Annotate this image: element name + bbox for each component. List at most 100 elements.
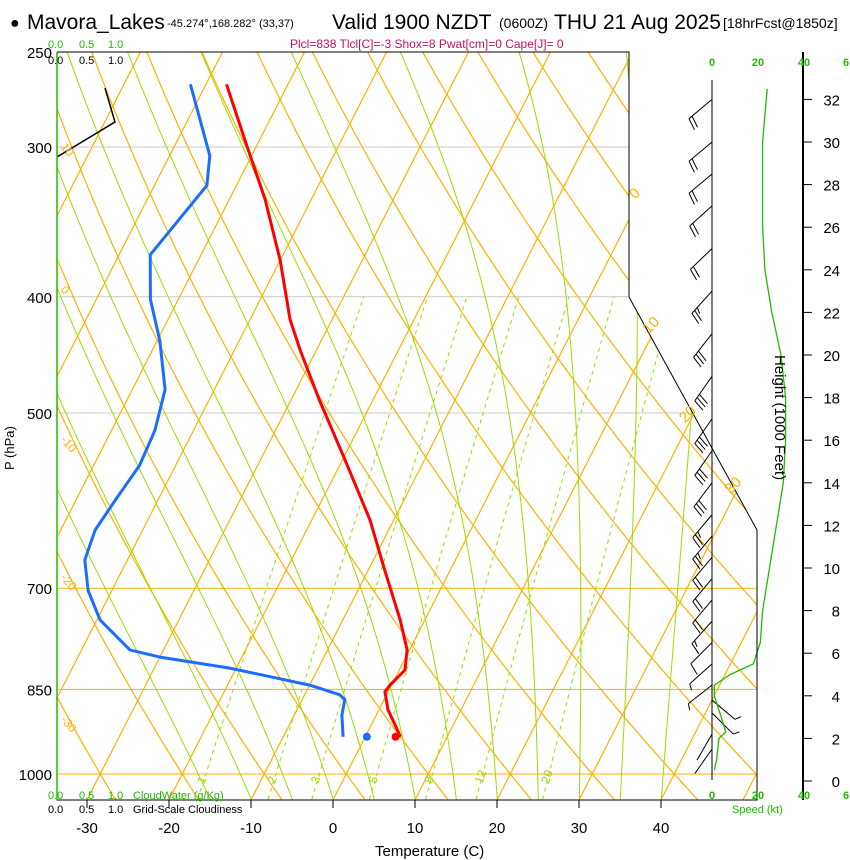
wind-barb	[692, 535, 713, 570]
height-axis-title: Height (1000 Feet)	[771, 355, 788, 480]
forecast-info: [18hrFcst@1850z]	[723, 15, 838, 31]
dry-adiabat-line	[57, 52, 366, 800]
wind-barb-flag	[694, 576, 703, 588]
wind-barb-flag	[698, 350, 707, 362]
wind-barb	[692, 557, 713, 591]
wind-barb-flag	[696, 439, 706, 450]
plot-grid: 1 2 3 5 8 12 20	[57, 31, 850, 800]
wind-barb-staff	[711, 699, 736, 720]
wind-barb-staff	[694, 748, 713, 774]
isotherm-line	[57, 52, 152, 800]
wind-speed-line	[713, 88, 787, 771]
wind-barb	[694, 376, 713, 411]
temperature-tick-label: 0	[329, 820, 337, 837]
temperature-tick-label: 20	[489, 820, 506, 837]
wind-barb-staff	[693, 333, 713, 358]
wind-barb-flag	[694, 534, 703, 545]
dry-adiabat-line	[246, 52, 757, 800]
dry-adiabat-line	[464, 52, 757, 800]
wind-barb-flag	[692, 223, 699, 235]
temperature-tick-label: 40	[653, 820, 670, 837]
wind-barb	[694, 450, 713, 486]
wind-barb	[692, 578, 713, 612]
moist-adiabat-line	[57, 52, 293, 800]
wind-barb	[691, 620, 713, 655]
pressure-tick-label: 300	[27, 140, 52, 157]
wind-barb	[688, 141, 713, 173]
wind-barb-flag	[696, 397, 706, 408]
dry-adiabat-label: 10	[58, 140, 78, 159]
mixing-ratio-label: 1	[194, 774, 210, 785]
height-tick-label: 6	[832, 646, 840, 663]
cloud-scale-label: 1.0	[108, 804, 123, 816]
cloud-scale-bottom: 0.0 0.5 1.0 CloudWater (g/Kg) 0.0 0.5 1.…	[48, 790, 783, 816]
wind-barb-flag	[693, 357, 702, 368]
pressure-tick-label: 250	[27, 45, 52, 62]
wind-barb-flag	[691, 158, 698, 171]
moist-adiabat-line	[57, 52, 252, 800]
moist-adiabat-line	[512, 52, 582, 800]
wind-barb-flag	[699, 468, 708, 479]
wind-barb-flag	[688, 118, 695, 131]
wind-barb	[688, 173, 713, 205]
dry-adiabat-line	[793, 31, 850, 800]
profiles	[56, 52, 804, 800]
wind-barb-flag	[692, 558, 701, 570]
wind-barb-staff	[692, 599, 713, 624]
speed-tick-label: 6	[843, 790, 849, 802]
wind-barb	[694, 418, 713, 454]
isotherm-line	[250, 52, 644, 800]
wind-barb-staff	[691, 620, 713, 644]
cloud-scale-label: 0.5	[79, 39, 94, 51]
wind-barb	[692, 599, 713, 634]
wind-barb	[687, 684, 713, 711]
speed-tick-label: 20	[752, 790, 764, 802]
wind-barb-staff	[694, 418, 713, 444]
isotherm-label: 20	[676, 402, 700, 426]
wind-barb	[696, 733, 713, 761]
cloud-scale-label: 0.0	[48, 790, 63, 802]
valid-date: THU 21 Aug 2025	[554, 11, 721, 34]
wind-barb-staff	[688, 173, 713, 194]
wind-barb-flag	[691, 643, 700, 655]
wind-barb-staff	[694, 376, 713, 402]
cloud-scale-label: 0.0	[48, 55, 63, 67]
wind-barb-staff	[694, 450, 713, 476]
height-tick-label: 18	[823, 391, 840, 408]
height-tick-label: 16	[823, 433, 840, 450]
wind-barb-flag	[692, 622, 701, 634]
height-tick-label: 22	[823, 305, 840, 322]
isotherm-label: 30	[721, 474, 745, 498]
dry-adiabat-line	[355, 52, 757, 800]
wind-barb-flag	[697, 531, 701, 538]
moist-adiabat-line	[57, 52, 334, 800]
isotherm-line	[414, 52, 757, 800]
wind-barb	[690, 642, 713, 675]
mixing-ratio-label: 12	[472, 768, 490, 786]
wind-barb-staff	[692, 578, 713, 602]
wind-barb-flag	[697, 552, 701, 560]
temperature-line	[225, 83, 409, 738]
wind-barb-staff	[691, 290, 713, 314]
wind-barb-flag	[691, 190, 698, 203]
wind-barb-flag	[696, 471, 706, 482]
dry-adiabat-line	[192, 52, 698, 800]
speed-tick-label: 0	[709, 790, 715, 802]
wind-barb	[711, 699, 742, 720]
wind-barb-flag	[694, 619, 703, 631]
pressure-tick-label: 500	[27, 406, 52, 423]
speed-tick-label: 40	[798, 57, 810, 69]
wind-barb	[689, 248, 713, 281]
speed-tick-label: 40	[798, 790, 810, 802]
temperature-tick-label: 30	[571, 820, 588, 837]
wind-barb-staff	[689, 663, 713, 685]
tropopause-marker	[56, 87, 116, 158]
cloud-scale-label: 1.0	[108, 39, 123, 51]
isotherm-line	[660, 52, 757, 800]
height-tick-label: 4	[832, 689, 840, 706]
wind-barb-staff	[696, 733, 713, 761]
temperature-tick-label: -10	[240, 820, 262, 837]
y-axis-title: P (hPa)	[2, 426, 17, 470]
wind-barb-staff	[690, 248, 713, 270]
wind-barb	[689, 205, 713, 238]
